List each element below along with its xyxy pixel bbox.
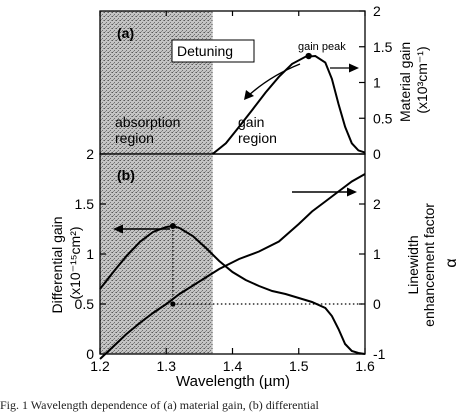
differential-gain-y-label-line1: Differential gain <box>49 216 65 313</box>
gain-peak-marker <box>305 52 312 60</box>
b-left-ytick-label: 2 <box>86 146 94 162</box>
b-xtick-label: 1.4 <box>223 358 243 374</box>
gain-region-line1: gain <box>238 114 264 130</box>
absorption-region-line1: absorption <box>115 114 180 130</box>
gain-region-line2: region <box>238 130 277 146</box>
panel-b-x-ticks: 1.2 1.3 1.4 1.5 1.6 <box>90 11 375 374</box>
panel-b-left-y-ticks: 0 0.5 1 1.5 2 <box>75 146 106 362</box>
absorption-shade-b <box>100 154 213 354</box>
b-right-ytick-label: 2 <box>373 196 381 212</box>
b-right-ytick-label: -1 <box>373 346 386 362</box>
b-right-ytick-label: 1 <box>373 246 381 262</box>
b-xtick-label: 1.5 <box>289 358 309 374</box>
panel-a-right-y-ticks: 0 0.5 1 1.5 2 <box>359 3 393 162</box>
wavelength-x-label: Wavelength (µm) <box>176 373 290 390</box>
a-ytick-label: 1 <box>373 75 381 91</box>
alpha-y-label: Linewidth enhancement factor α <box>405 199 460 327</box>
detuning-label: Detuning <box>177 43 233 59</box>
differential-gain-y-label-line2: (x10⁻¹⁵cm²) <box>67 226 83 299</box>
b-left-ytick-label: 1 <box>86 246 94 262</box>
b-xtick-label: 1.6 <box>355 358 375 374</box>
alpha-y-label-line1: Linewidth <box>405 235 421 294</box>
panel-b-differential-gain: 0 0.5 1 1.5 2 -1 0 1 2 1.2 1.3 1.4 1.5 1.6 (b) Wave… <box>49 11 460 390</box>
detuning-arrow <box>247 63 301 97</box>
b-left-ytick-label: 1.5 <box>75 196 95 212</box>
a-ytick-label: 0 <box>373 146 381 162</box>
panel-a-material-gain: 0 0.5 1 1.5 2 (a) Detuning gain peak absorpt… <box>99 3 430 162</box>
material-gain-y-label-line1: Material gain <box>397 42 413 122</box>
differential-gain-marker <box>169 223 176 229</box>
b-left-ytick-label: 0.5 <box>75 296 95 312</box>
gain-peak-label: gain peak <box>298 41 346 53</box>
right-axis-arrowhead <box>347 187 357 197</box>
alpha-factor-curve <box>99 173 366 360</box>
differential-gain-curve <box>99 224 366 355</box>
left-axis-arrowhead <box>113 224 123 234</box>
b-xtick-label: 1.3 <box>157 358 177 374</box>
alpha-y-label-line2: enhancement factor <box>421 203 437 327</box>
b-xtick-label: 1.2 <box>90 358 110 374</box>
panel-a-label: (a) <box>117 25 134 41</box>
detuning-box <box>171 39 255 63</box>
a-ytick-label: 1.5 <box>373 39 393 55</box>
b-right-ytick-label: 0 <box>373 296 381 312</box>
figure-caption: Fig. 1 Wavelength dependence of (a) mate… <box>0 398 319 412</box>
a-ytick-label: 0.5 <box>373 110 393 126</box>
panel-b-label: (b) <box>117 167 135 183</box>
alpha-reference-marker <box>170 301 176 307</box>
wavelength-figure: 0 0.5 1 1.5 2 (a) Detuning gain peak absorpt… <box>49 3 460 390</box>
alpha-y-label-line3: α <box>443 258 460 267</box>
differential-gain-y-label: Differential gain (x10⁻¹⁵cm²) <box>49 213 83 314</box>
a-ytick-label: 2 <box>373 3 381 19</box>
gain-peak-arrowhead <box>349 63 359 73</box>
b-left-ytick-label: 0 <box>86 346 94 362</box>
material-gain-y-label-line2: (x10³cm⁻¹) <box>414 46 430 113</box>
absorption-region-line2: region <box>115 130 154 146</box>
panel-b-right-y-ticks: -1 0 1 2 <box>359 196 386 362</box>
detuning-arrowhead <box>244 90 254 100</box>
material-gain-curve <box>211 54 366 155</box>
material-gain-y-label: Material gain (x10³cm⁻¹) <box>397 38 430 122</box>
absorption-shade-a <box>100 11 213 154</box>
